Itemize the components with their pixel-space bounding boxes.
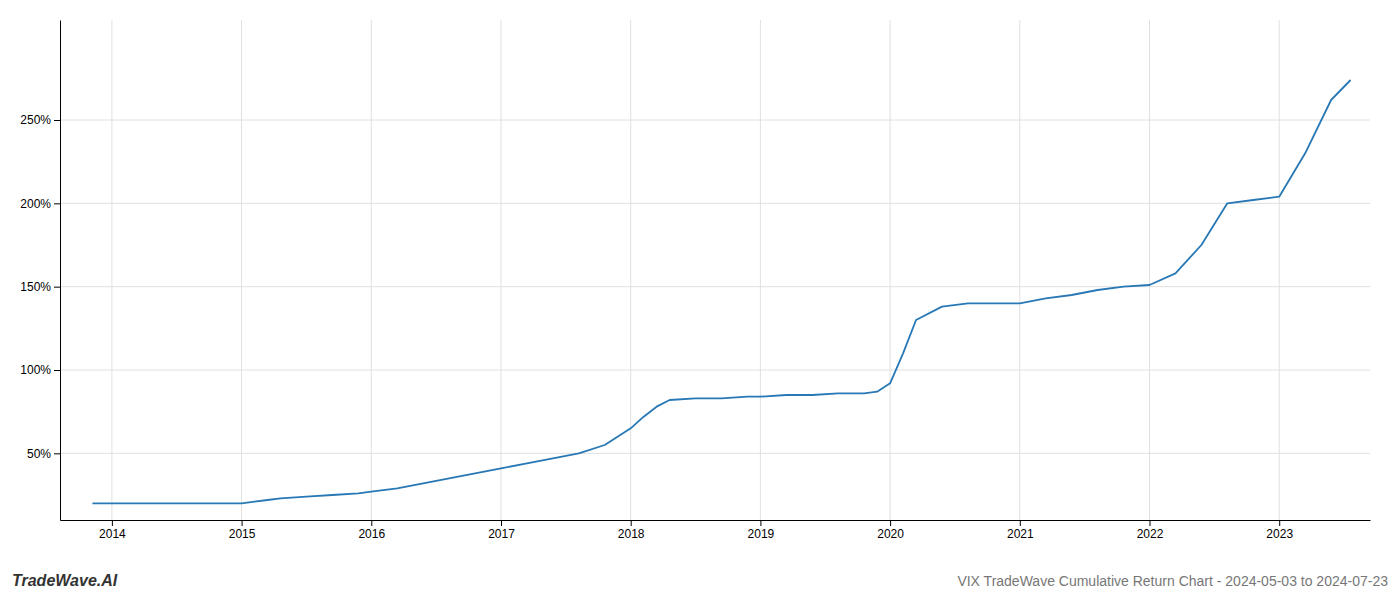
y-tick-mark bbox=[54, 287, 60, 288]
x-tick-mark bbox=[1020, 520, 1021, 526]
x-tick: 2021 bbox=[1007, 520, 1034, 541]
x-tick-label: 2017 bbox=[488, 527, 515, 541]
x-axis: 2014 2015 2016 2017 2018 2019 2020 2021 2022 2023 bbox=[61, 520, 1371, 541]
x-tick-mark bbox=[112, 520, 113, 526]
x-grid-line bbox=[760, 20, 761, 520]
grid bbox=[60, 20, 1370, 520]
x-grid-line bbox=[1279, 20, 1280, 520]
y-tick: 250% bbox=[20, 113, 60, 127]
x-grid-line bbox=[1149, 20, 1150, 520]
x-tick: 2014 bbox=[99, 520, 126, 541]
x-grid-line bbox=[500, 20, 501, 520]
y-axis: 50% 100% 150% 200% 250% bbox=[20, 21, 60, 521]
y-tick: 200% bbox=[20, 197, 60, 211]
y-tick-label: 50% bbox=[27, 447, 51, 461]
y-grid-line bbox=[60, 453, 1370, 454]
x-tick-label: 2023 bbox=[1266, 527, 1293, 541]
x-tick-label: 2018 bbox=[618, 527, 645, 541]
y-tick: 150% bbox=[20, 280, 60, 294]
x-tick-mark bbox=[371, 520, 372, 526]
x-grid-line bbox=[111, 20, 112, 520]
y-tick-label: 250% bbox=[20, 113, 51, 127]
y-grid-line bbox=[60, 286, 1370, 287]
x-tick: 2015 bbox=[229, 520, 256, 541]
x-tick-label: 2014 bbox=[99, 527, 126, 541]
x-tick: 2019 bbox=[748, 520, 775, 541]
y-tick-mark bbox=[54, 203, 60, 204]
watermark: TradeWave.AI bbox=[12, 572, 118, 589]
x-grid-line bbox=[371, 20, 372, 520]
y-tick-label: 150% bbox=[20, 280, 51, 294]
x-tick-label: 2020 bbox=[877, 527, 904, 541]
y-tick-mark bbox=[54, 370, 60, 371]
x-axis-line bbox=[61, 520, 1371, 521]
plot-area bbox=[92, 80, 1350, 503]
x-grid-line bbox=[241, 20, 242, 520]
x-tick: 2020 bbox=[877, 520, 904, 541]
x-tick-mark bbox=[1150, 520, 1151, 526]
x-tick: 2023 bbox=[1266, 520, 1293, 541]
x-tick-label: 2022 bbox=[1137, 527, 1164, 541]
chart: 2014 2015 2016 2017 2018 2019 2020 2021 2022 2023… bbox=[0, 0, 1400, 600]
x-tick-mark bbox=[890, 520, 891, 526]
x-tick: 2016 bbox=[358, 520, 385, 541]
y-grid-line bbox=[60, 120, 1370, 121]
x-tick-label: 2016 bbox=[358, 527, 385, 541]
x-tick-mark bbox=[1279, 520, 1280, 526]
x-tick-label: 2015 bbox=[229, 527, 256, 541]
y-tick: 50% bbox=[27, 447, 60, 461]
x-tick-mark bbox=[631, 520, 632, 526]
x-tick-mark bbox=[501, 520, 502, 526]
y-grid-line bbox=[60, 370, 1370, 371]
x-tick: 2018 bbox=[618, 520, 645, 541]
x-tick-mark bbox=[242, 520, 243, 526]
x-grid-line bbox=[1019, 20, 1020, 520]
x-tick: 2017 bbox=[488, 520, 515, 541]
x-tick-label: 2019 bbox=[748, 527, 775, 541]
y-tick: 100% bbox=[20, 363, 60, 377]
y-tick-label: 100% bbox=[20, 363, 51, 377]
x-tick-mark bbox=[760, 520, 761, 526]
y-grid-line bbox=[60, 203, 1370, 204]
y-tick-mark bbox=[54, 453, 60, 454]
y-tick-label: 200% bbox=[20, 197, 51, 211]
line bbox=[92, 80, 1350, 503]
y-tick-mark bbox=[54, 120, 60, 121]
x-grid-line bbox=[630, 20, 631, 520]
x-tick: 2022 bbox=[1137, 520, 1164, 541]
y-axis-line bbox=[60, 21, 61, 521]
title: VIX TradeWave Cumulative Return Chart - … bbox=[957, 573, 1388, 589]
x-grid-line bbox=[890, 20, 891, 520]
x-tick-label: 2021 bbox=[1007, 527, 1034, 541]
